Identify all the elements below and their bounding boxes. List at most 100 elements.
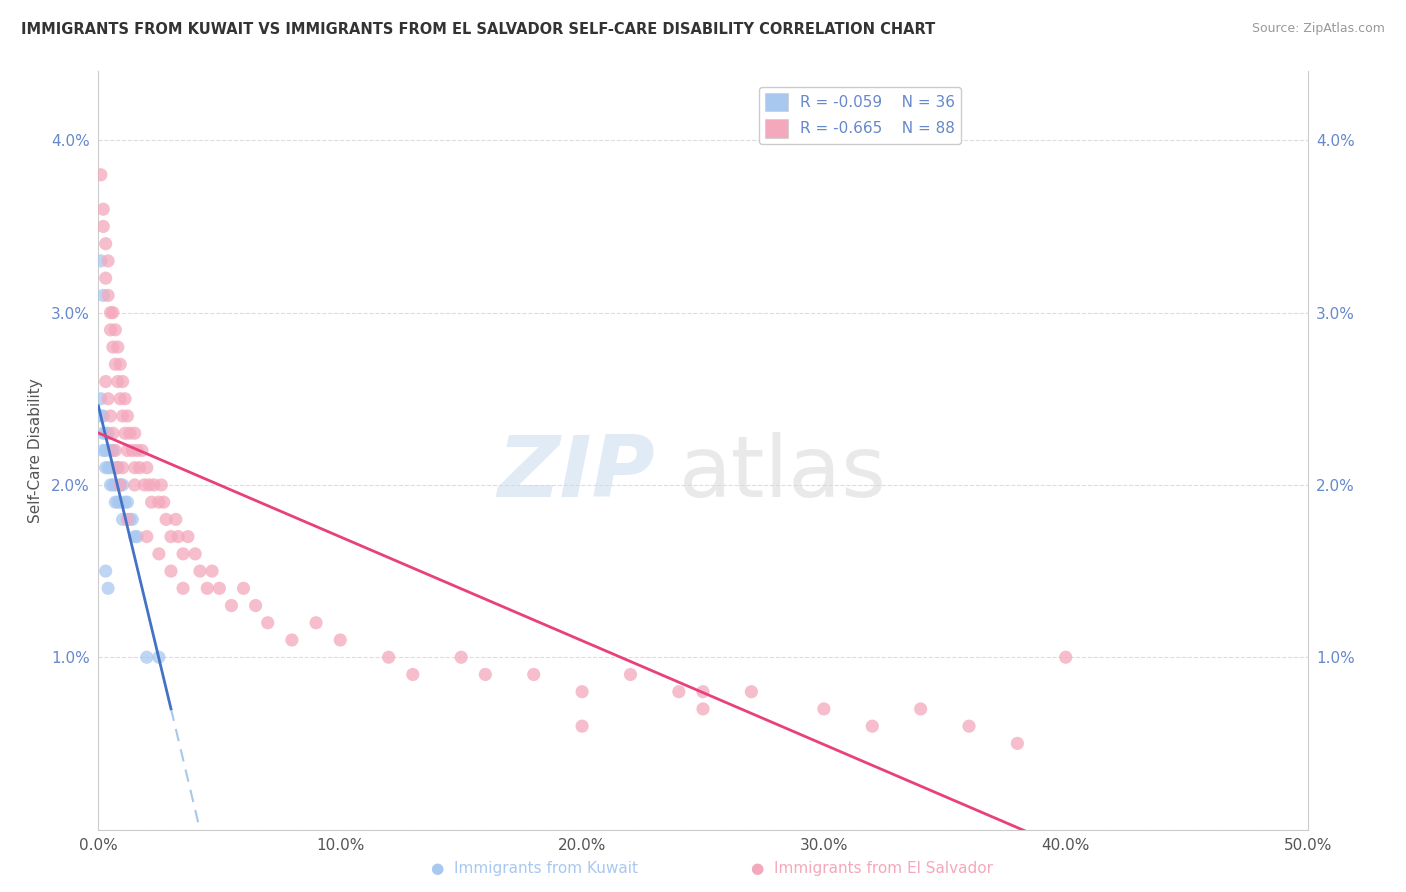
Point bbox=[165, 512, 187, 526]
Point bbox=[97, 460, 120, 475]
Point bbox=[104, 495, 127, 509]
Point bbox=[104, 357, 127, 371]
Point bbox=[107, 340, 129, 354]
Point bbox=[127, 443, 149, 458]
Point bbox=[188, 564, 211, 578]
Point bbox=[118, 512, 141, 526]
Point bbox=[101, 443, 124, 458]
Point bbox=[740, 684, 762, 698]
Point bbox=[167, 530, 190, 544]
Point bbox=[329, 633, 352, 648]
Point bbox=[108, 392, 131, 406]
Point bbox=[97, 392, 120, 406]
Point bbox=[94, 426, 117, 441]
Point bbox=[101, 305, 124, 319]
Point bbox=[104, 443, 127, 458]
Point bbox=[135, 650, 157, 665]
Point bbox=[111, 375, 134, 389]
Point bbox=[141, 495, 163, 509]
Point bbox=[148, 650, 170, 665]
Point bbox=[281, 633, 304, 648]
Point bbox=[172, 582, 194, 596]
Point bbox=[208, 582, 231, 596]
Point bbox=[97, 253, 120, 268]
Point bbox=[94, 443, 117, 458]
Point bbox=[138, 478, 160, 492]
Point bbox=[957, 719, 980, 733]
Point bbox=[90, 168, 112, 182]
Point bbox=[91, 288, 114, 302]
Point bbox=[184, 547, 207, 561]
Point bbox=[117, 495, 139, 509]
Point bbox=[692, 684, 714, 698]
Point bbox=[177, 530, 200, 544]
Point bbox=[100, 460, 122, 475]
Point bbox=[114, 495, 136, 509]
Point bbox=[860, 719, 883, 733]
Point bbox=[910, 702, 932, 716]
Point bbox=[108, 478, 131, 492]
Point bbox=[107, 495, 129, 509]
Point bbox=[111, 512, 134, 526]
Point bbox=[101, 340, 124, 354]
Point bbox=[571, 719, 593, 733]
Point bbox=[91, 409, 114, 423]
Point bbox=[108, 478, 131, 492]
Point bbox=[121, 512, 143, 526]
Text: IMMIGRANTS FROM KUWAIT VS IMMIGRANTS FROM EL SALVADOR SELF-CARE DISABILITY CORRE: IMMIGRANTS FROM KUWAIT VS IMMIGRANTS FRO… bbox=[21, 22, 935, 37]
Point bbox=[117, 409, 139, 423]
Point bbox=[91, 219, 114, 234]
Point bbox=[90, 392, 112, 406]
Point bbox=[111, 409, 134, 423]
Point bbox=[100, 409, 122, 423]
Point bbox=[201, 564, 224, 578]
Text: ●  Immigrants from Kuwait: ● Immigrants from Kuwait bbox=[430, 861, 638, 876]
Point bbox=[813, 702, 835, 716]
Point bbox=[148, 495, 170, 509]
Point bbox=[94, 271, 117, 285]
Point bbox=[692, 702, 714, 716]
Point bbox=[108, 495, 131, 509]
Point bbox=[100, 443, 122, 458]
Point bbox=[150, 478, 173, 492]
Y-axis label: Self-Care Disability: Self-Care Disability bbox=[28, 378, 42, 523]
Point bbox=[143, 478, 166, 492]
Point bbox=[97, 426, 120, 441]
Point bbox=[160, 530, 183, 544]
Point bbox=[124, 426, 146, 441]
Point bbox=[377, 650, 399, 665]
Point bbox=[135, 530, 157, 544]
Point bbox=[148, 547, 170, 561]
Point bbox=[91, 443, 114, 458]
Point bbox=[111, 478, 134, 492]
Point bbox=[107, 460, 129, 475]
Point bbox=[100, 305, 122, 319]
Point bbox=[124, 478, 146, 492]
Point bbox=[114, 392, 136, 406]
Point bbox=[94, 460, 117, 475]
Point bbox=[94, 564, 117, 578]
Point bbox=[256, 615, 278, 630]
Point bbox=[94, 375, 117, 389]
Point bbox=[128, 460, 150, 475]
Point bbox=[523, 667, 546, 681]
Point bbox=[104, 460, 127, 475]
Point bbox=[155, 512, 177, 526]
Point bbox=[91, 202, 114, 217]
Point bbox=[97, 582, 120, 596]
Text: atlas: atlas bbox=[679, 432, 887, 515]
Point bbox=[104, 323, 127, 337]
Point bbox=[111, 460, 134, 475]
Point bbox=[160, 564, 183, 578]
Point bbox=[571, 684, 593, 698]
Point bbox=[94, 236, 117, 251]
Point bbox=[90, 409, 112, 423]
Point bbox=[104, 478, 127, 492]
Point bbox=[402, 667, 425, 681]
Point bbox=[134, 478, 156, 492]
Point bbox=[152, 495, 174, 509]
Point bbox=[1054, 650, 1077, 665]
Point bbox=[124, 530, 146, 544]
Point bbox=[118, 426, 141, 441]
Point bbox=[474, 667, 496, 681]
